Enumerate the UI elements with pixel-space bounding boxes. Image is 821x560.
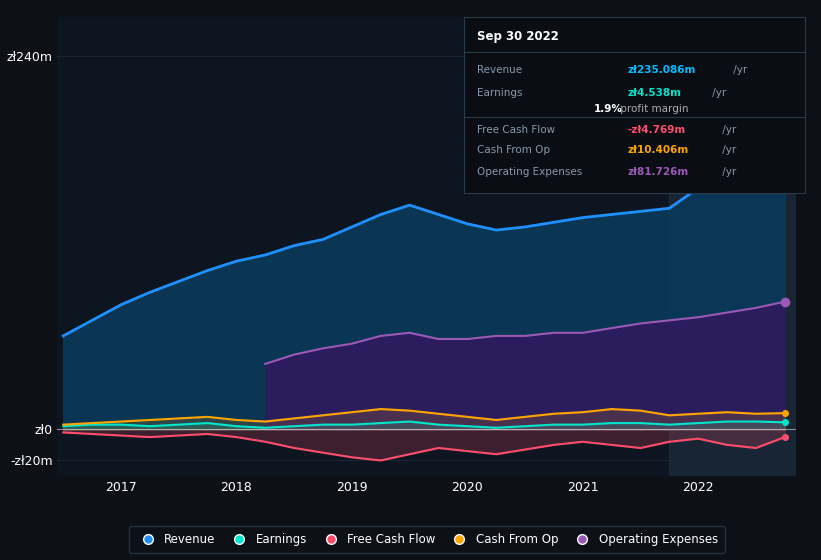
Text: 1.9%: 1.9% [594,104,622,114]
Text: zł4.538m: zł4.538m [627,88,681,97]
Text: /yr: /yr [730,65,747,74]
Text: zł81.726m: zł81.726m [627,167,689,177]
Text: /yr: /yr [719,167,736,177]
Text: zł10.406m: zł10.406m [627,145,689,155]
Text: Cash From Op: Cash From Op [478,145,551,155]
Text: profit margin: profit margin [617,104,689,114]
Text: Operating Expenses: Operating Expenses [478,167,583,177]
Text: /yr: /yr [719,125,736,135]
Text: -zł4.769m: -zł4.769m [627,125,686,135]
Bar [669,17,796,476]
Text: /yr: /yr [719,145,736,155]
Text: Earnings: Earnings [478,88,523,97]
Legend: Revenue, Earnings, Free Cash Flow, Cash From Op, Operating Expenses: Revenue, Earnings, Free Cash Flow, Cash … [129,526,725,553]
Text: /yr: /yr [709,88,727,97]
Text: Free Cash Flow: Free Cash Flow [478,125,556,135]
Text: Revenue: Revenue [478,65,523,74]
Text: Sep 30 2022: Sep 30 2022 [478,30,559,43]
Text: zł235.086m: zł235.086m [627,65,695,74]
